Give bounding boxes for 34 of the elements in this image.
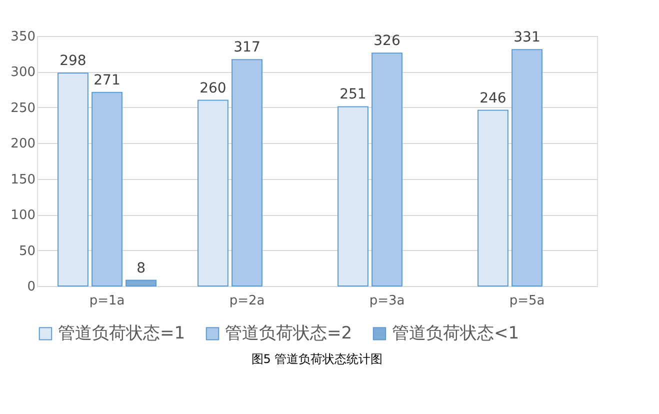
bar <box>92 92 122 286</box>
x-tick-label: p=2a <box>229 294 265 308</box>
bar <box>198 100 228 286</box>
data-label: 298 <box>60 53 86 70</box>
y-tick-label: 200 <box>10 136 36 152</box>
bar <box>478 110 508 286</box>
legend-label: 管道负荷状态=2 <box>225 324 352 344</box>
data-label: 8 <box>136 260 146 276</box>
y-tick-label: 300 <box>10 65 36 80</box>
data-label: 271 <box>94 72 120 88</box>
data-label: 326 <box>374 33 400 50</box>
y-tick-label: 250 <box>10 100 36 116</box>
y-tick-label: 350 <box>10 30 36 44</box>
bar <box>58 72 88 286</box>
data-label: 317 <box>234 40 260 56</box>
data-label: 260 <box>200 80 226 96</box>
x-tick-label: p=1a <box>89 294 125 308</box>
y-tick-label: 100 <box>10 208 36 224</box>
x-tick-label: p=5a <box>509 294 545 308</box>
x-tick-label: p=3a <box>369 294 405 308</box>
bar <box>126 280 156 286</box>
y-tick-label: 0 <box>27 280 36 294</box>
bar <box>232 59 262 286</box>
legend-label: 管道负荷状态=1 <box>58 324 186 344</box>
bar <box>512 49 542 286</box>
data-label: 251 <box>340 86 366 103</box>
y-tick-label: 150 <box>10 172 36 188</box>
legend-label: 管道负荷状态<1 <box>392 324 520 344</box>
bar <box>372 52 402 286</box>
data-label: 246 <box>480 90 506 106</box>
caption: 图5 管道负荷状态统计图 <box>251 352 383 366</box>
data-label: 331 <box>514 30 540 46</box>
bar <box>338 106 368 286</box>
y-tick-label: 50 <box>18 244 36 259</box>
